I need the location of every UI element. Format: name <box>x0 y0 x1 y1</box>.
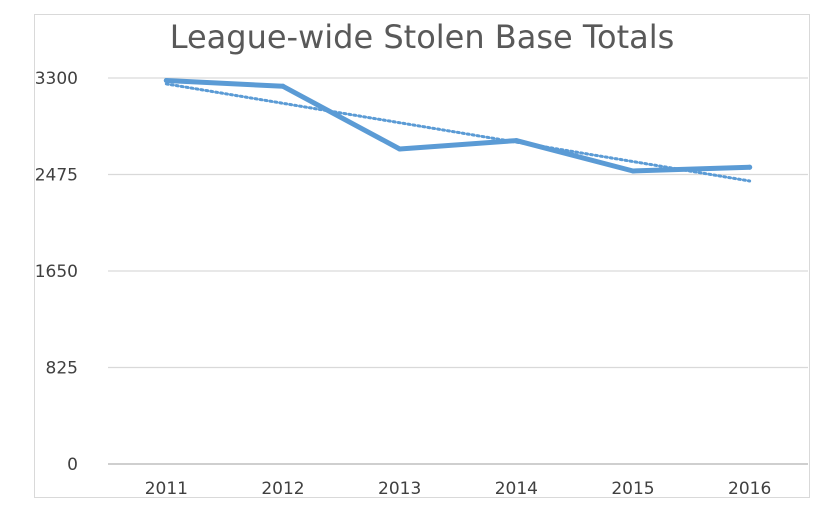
x-tick-label-2011: 2011 <box>145 479 188 499</box>
series-line <box>163 77 753 174</box>
data-point-2012 <box>280 83 286 89</box>
y-tick-label-0: 0 <box>67 455 78 475</box>
y-tick-label-825: 825 <box>46 359 78 379</box>
x-tick-label-2016: 2016 <box>728 479 771 499</box>
y-tick-label-2475: 2475 <box>35 166 78 186</box>
data-point-2014 <box>513 138 519 144</box>
trendline <box>164 82 752 183</box>
data-point-2015 <box>630 168 636 174</box>
x-tick-label-2014: 2014 <box>495 479 538 499</box>
data-point-2016 <box>747 164 753 170</box>
y-tick-label-1650: 1650 <box>35 262 78 282</box>
x-tick-label-2012: 2012 <box>261 479 304 499</box>
chart-area-border <box>34 14 810 498</box>
y-tick-label-3300: 3300 <box>35 69 78 89</box>
data-point-2013 <box>397 146 403 152</box>
data-point-2011 <box>163 77 169 83</box>
x-tick-label-2013: 2013 <box>378 479 421 499</box>
x-tick-label-2015: 2015 <box>611 479 654 499</box>
chart-title: League-wide Stolen Base Totals <box>169 18 675 56</box>
